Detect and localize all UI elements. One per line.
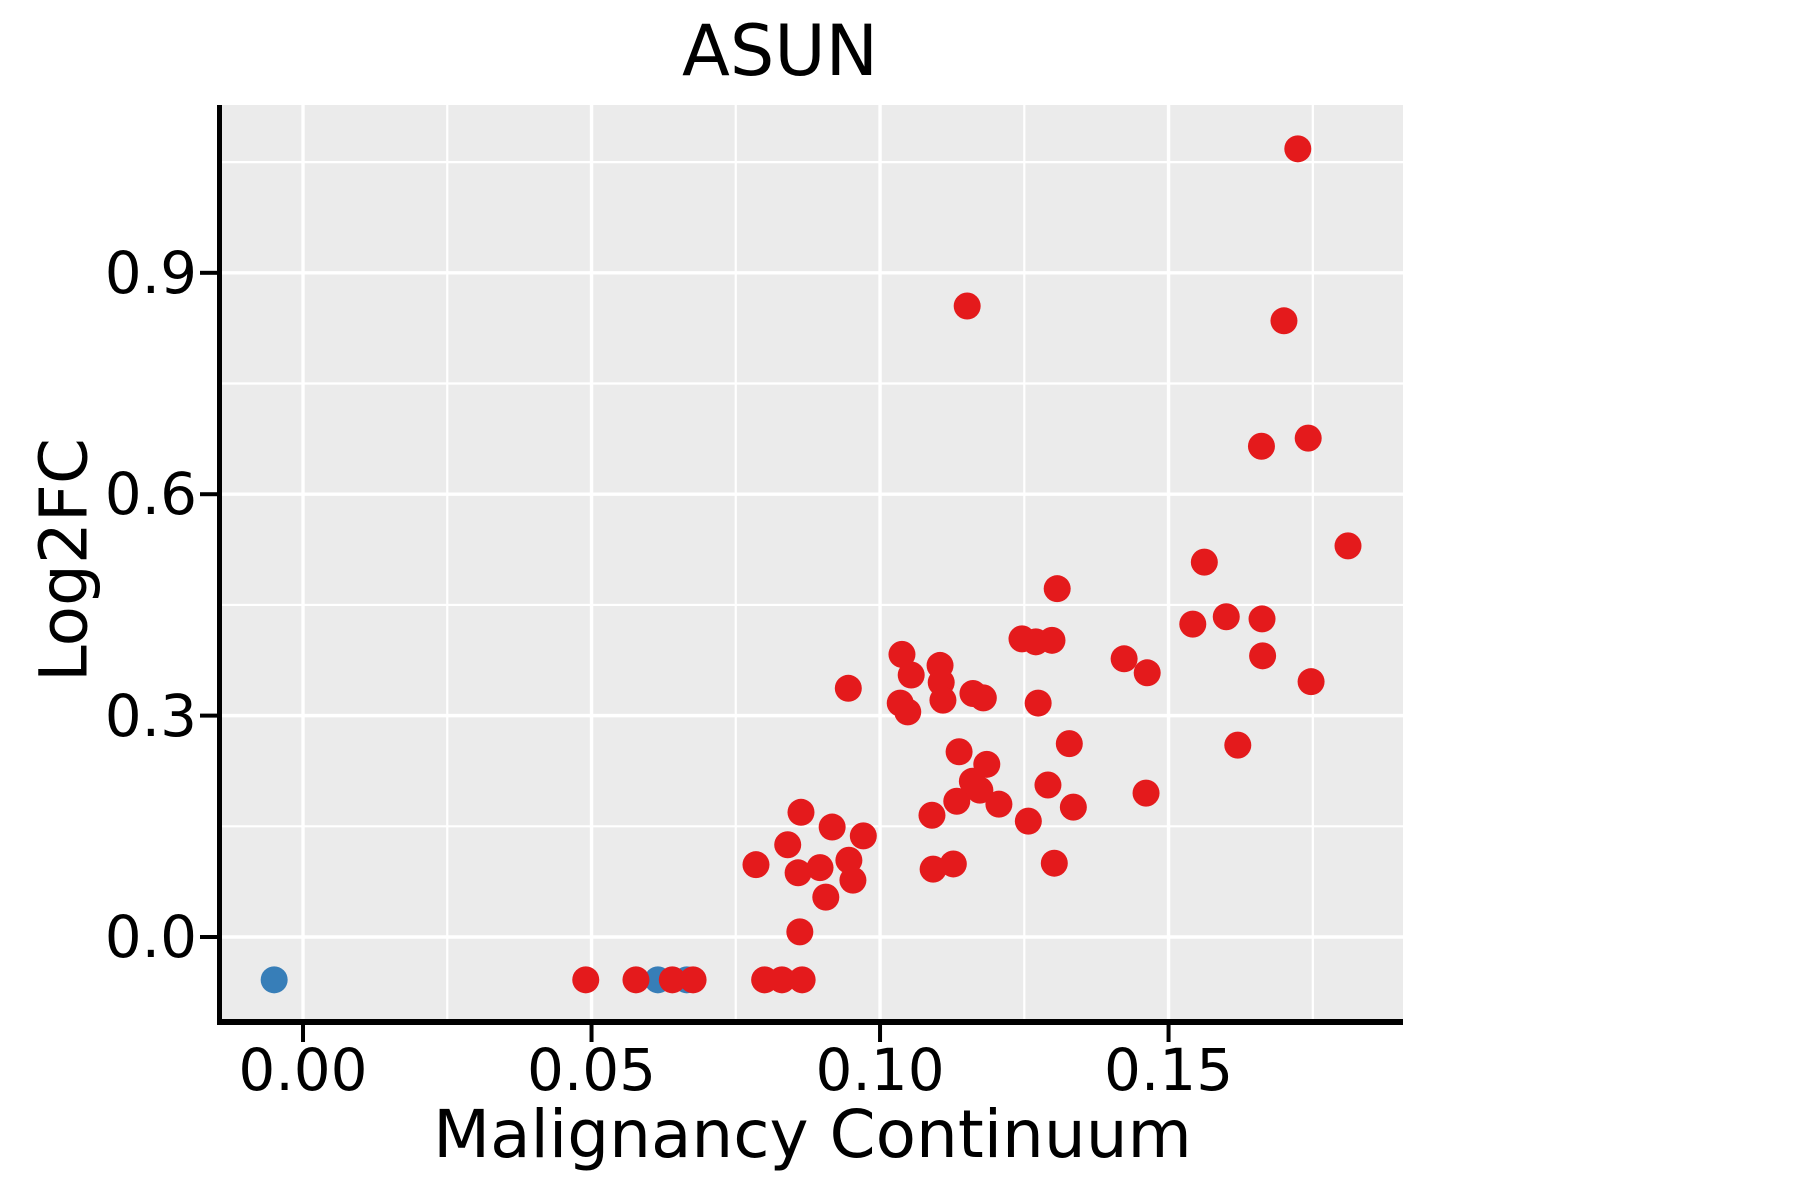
data-point-escc xyxy=(835,846,863,874)
data-point-escc xyxy=(849,822,877,850)
data-point-escc xyxy=(1190,548,1218,576)
data-point-hgin xyxy=(260,966,288,994)
x-tick-mark xyxy=(1166,1025,1171,1042)
data-point-escc xyxy=(768,966,796,994)
panel-background xyxy=(222,105,1403,1019)
data-point-escc xyxy=(888,640,916,668)
y-tick-mark xyxy=(200,935,217,940)
x-tick-mark xyxy=(878,1025,883,1042)
data-point-escc xyxy=(1034,771,1062,799)
data-point-escc xyxy=(1040,849,1068,877)
data-point-escc xyxy=(1297,668,1325,696)
data-point-escc xyxy=(1212,603,1240,631)
data-point-escc xyxy=(658,966,686,994)
x-tick-label: 0.05 xyxy=(526,1036,657,1104)
data-point-escc xyxy=(679,966,707,994)
data-point-escc xyxy=(784,859,812,887)
data-point-escc xyxy=(818,813,846,841)
data-point-escc xyxy=(973,750,1001,778)
data-point-escc xyxy=(894,698,922,726)
data-point-escc xyxy=(1110,645,1138,673)
y-tick-mark xyxy=(200,492,217,497)
data-point-escc xyxy=(1247,432,1275,460)
data-point-escc xyxy=(1059,793,1087,821)
y-tick-label: 0.9 xyxy=(104,238,197,307)
data-point-escc xyxy=(812,883,840,911)
data-point-escc xyxy=(919,855,947,883)
data-point-escc xyxy=(786,918,814,946)
data-point-escc xyxy=(742,851,770,879)
x-tick-label: 0.15 xyxy=(1103,1036,1234,1104)
data-point-escc xyxy=(897,661,925,689)
data-point-escc xyxy=(572,966,600,994)
data-point-escc xyxy=(918,801,946,829)
data-point-escc xyxy=(787,798,815,826)
x-axis-line xyxy=(217,1019,1403,1025)
y-tick-mark xyxy=(200,270,217,275)
data-point-escc xyxy=(1270,307,1298,335)
y-tick-mark xyxy=(200,713,217,718)
y-tick-label: 0.3 xyxy=(104,681,197,750)
data-point-escc xyxy=(1133,659,1161,687)
data-point-escc xyxy=(939,850,967,878)
data-point-escc xyxy=(1294,424,1322,452)
y-axis-line xyxy=(217,105,222,1025)
data-point-escc xyxy=(1248,605,1276,633)
data-point-escc xyxy=(1284,135,1312,163)
data-point-escc xyxy=(1014,807,1042,835)
x-tick-mark xyxy=(589,1025,594,1042)
data-point-escc xyxy=(806,854,834,882)
data-point-escc xyxy=(622,966,650,994)
data-point-escc xyxy=(969,684,997,712)
data-point-escc xyxy=(945,738,973,766)
data-point-escc xyxy=(1334,532,1362,560)
x-axis-title: Malignancy Continuum xyxy=(433,1096,1192,1173)
data-point-escc xyxy=(788,966,816,994)
data-point-escc xyxy=(943,787,971,815)
data-point-escc xyxy=(985,790,1013,818)
y-tick-label: 0.6 xyxy=(104,460,197,529)
data-point-escc xyxy=(774,831,802,859)
data-point-escc xyxy=(834,674,862,702)
x-tick-label: 0.10 xyxy=(815,1036,945,1104)
x-tick-mark xyxy=(301,1025,306,1042)
data-point-escc xyxy=(1179,610,1207,638)
plot-title: ASUN xyxy=(682,10,878,92)
data-point-escc xyxy=(1224,731,1252,759)
data-point-escc xyxy=(1132,779,1160,807)
data-point-escc xyxy=(1024,689,1052,717)
data-point-escc xyxy=(1249,642,1277,670)
x-tick-label: 0.00 xyxy=(238,1036,368,1104)
data-point-escc xyxy=(1055,730,1083,758)
y-tick-label: 0.0 xyxy=(104,903,197,971)
data-point-escc xyxy=(1043,575,1071,603)
data-point-escc xyxy=(929,686,957,714)
data-point-escc xyxy=(953,292,981,320)
data-point-escc xyxy=(1038,626,1066,654)
